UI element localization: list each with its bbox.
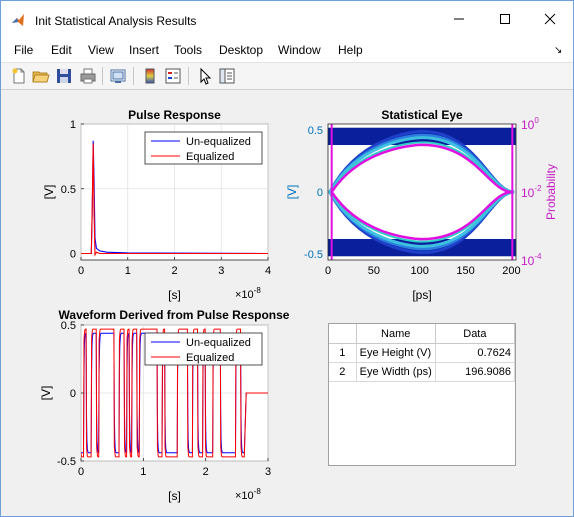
- pulse-response-y-tick-label: 0: [70, 249, 76, 261]
- waveform-y-tick-label: 0.5: [61, 320, 76, 332]
- toolbar-separator: [102, 67, 103, 85]
- menu-insert[interactable]: Insert: [129, 43, 160, 57]
- eye-density-image: [328, 124, 516, 260]
- pulse-response-title: Pulse Response: [128, 108, 221, 122]
- waveform-x-tick-label: 0: [78, 466, 84, 478]
- results-table-grid: Name Data 1 Eye Height (V) 0.7624 2 Eye …: [329, 324, 516, 382]
- new-figure-icon[interactable]: [10, 67, 28, 85]
- waveform-y-tick-label: 0: [70, 388, 76, 400]
- statistical-eye-ylabel: [V]: [285, 185, 299, 200]
- waveform-title: Waveform Derived from Pulse Response: [59, 308, 290, 322]
- statistical-eye-y2label: Probability: [544, 164, 558, 220]
- save-icon[interactable]: [55, 67, 73, 85]
- cell-name[interactable]: Eye Height (V): [356, 343, 436, 363]
- statistical-eye-x-tick-label: 150: [456, 265, 474, 277]
- title-bar: Init Statistical Analysis Results: [1, 1, 573, 37]
- column-header-name[interactable]: Name: [356, 324, 436, 344]
- toolbar-separator: [133, 67, 134, 85]
- equalized-pulse-line: [81, 143, 268, 257]
- column-header-data[interactable]: Data: [435, 324, 516, 344]
- dock-arrow-icon[interactable]: ↘: [554, 45, 563, 56]
- waveform-x-tick-label: 2: [203, 466, 209, 478]
- pulse-response-x-tick-label: 0: [78, 265, 84, 277]
- minimize-icon: [454, 18, 464, 20]
- open-file-icon[interactable]: [32, 67, 50, 85]
- results-table[interactable]: Name Data 1 Eye Height (V) 0.7624 2 Eye …: [328, 323, 516, 466]
- pulse-response-axes: 0 1 2 3 4 0 0.5 1 Pulse Response [s] [V] ×10-8…: [42, 108, 271, 302]
- toolbar-separator: [188, 67, 189, 85]
- matlab-icon: [12, 14, 24, 26]
- pulse-response-legend: Un-equalized Equalized: [144, 131, 263, 165]
- menu-bar: File Edit View Insert Tools Desktop Wind…: [1, 37, 573, 62]
- statistical-eye-x-tick-label: 0: [325, 265, 331, 277]
- insert-colorbar-icon[interactable]: [141, 67, 159, 85]
- minimize-button[interactable]: [436, 1, 482, 37]
- maximize-icon: [500, 14, 510, 24]
- waveform-y-tick-label: -0.5: [57, 456, 76, 468]
- cell-name[interactable]: Eye Width (ps): [356, 362, 436, 382]
- legend-equalized-label: Equalized: [186, 352, 234, 364]
- statistical-eye-y-tick-label: -0.5: [304, 249, 323, 261]
- menu-view[interactable]: View: [88, 43, 114, 57]
- property-inspector-icon[interactable]: [218, 67, 236, 85]
- statistical-eye-x-tick-label: 200: [502, 265, 520, 277]
- menu-tools[interactable]: Tools: [174, 43, 203, 57]
- legend-unequalized-label: Un-equalized: [186, 136, 251, 148]
- statistical-eye-x-tick-label: 100: [411, 265, 429, 277]
- legend-equalized-label: Equalized: [186, 151, 234, 163]
- cell-data[interactable]: 0.7624: [435, 343, 516, 363]
- print-icon[interactable]: [79, 67, 97, 85]
- pulse-response-x-tick-label: 1: [125, 265, 131, 277]
- pulse-response-x-tick-label: 2: [171, 265, 177, 277]
- pulse-response-ylabel: [V]: [42, 185, 56, 200]
- edit-plot-icon[interactable]: [196, 67, 214, 85]
- menu-window[interactable]: Window: [278, 43, 321, 57]
- row-number[interactable]: 2: [329, 362, 357, 382]
- table-corner: [329, 324, 357, 344]
- menu-edit[interactable]: Edit: [51, 43, 72, 57]
- window-title: Init Statistical Analysis Results: [35, 14, 197, 28]
- table-row: 2 Eye Width (ps) 196.9086: [329, 362, 516, 382]
- waveform-x-tick-label: 3: [265, 466, 271, 478]
- pulse-response-x-tick-label: 4: [265, 265, 271, 277]
- pulse-response-y-tick-label: 1: [70, 119, 76, 131]
- statistical-eye-y2-tick-label: 100: [521, 116, 539, 132]
- pulse-response-x-tick-label: 3: [218, 265, 224, 277]
- table-row: 1 Eye Height (V) 0.7624: [329, 343, 516, 363]
- pulse-response-y-tick-label: 0.5: [61, 184, 76, 196]
- menu-desktop[interactable]: Desktop: [219, 43, 264, 57]
- menu-help[interactable]: Help: [338, 43, 363, 57]
- pulse-response-xlabel: [s]: [168, 288, 181, 302]
- insert-legend-icon[interactable]: [164, 67, 182, 85]
- statistical-eye-y2-tick-label: 10-4: [521, 252, 542, 268]
- maximize-button[interactable]: [482, 1, 528, 37]
- statistical-eye-title: Statistical Eye: [381, 108, 463, 122]
- statistical-eye-x-tick-label: 50: [368, 265, 380, 277]
- legend-unequalized-label: Un-equalized: [186, 337, 251, 349]
- menu-file[interactable]: File: [14, 43, 34, 57]
- statistical-eye-xlabel: [ps]: [412, 288, 431, 302]
- waveform-xlabel: [s]: [168, 489, 181, 503]
- link-plot-icon[interactable]: [109, 67, 127, 85]
- waveform-legend: Un-equalized Equalized: [144, 332, 263, 366]
- figure-toolbar: [1, 62, 573, 90]
- waveform-ylabel: [V]: [39, 386, 53, 401]
- pulse-response-x-multiplier: ×10-8: [235, 286, 261, 301]
- statistical-eye-y2-tick-label: 10-2: [521, 184, 542, 200]
- statistical-eye-y-tick-label: 0: [317, 187, 323, 199]
- waveform-x-multiplier: ×10-8: [235, 487, 261, 502]
- waveform-x-tick-label: 1: [140, 466, 146, 478]
- cell-data[interactable]: 196.9086: [435, 362, 516, 382]
- close-button[interactable]: [527, 1, 573, 37]
- close-icon: [544, 13, 556, 25]
- row-number[interactable]: 1: [329, 343, 357, 363]
- statistical-eye-y-tick-label: 0.5: [308, 125, 323, 137]
